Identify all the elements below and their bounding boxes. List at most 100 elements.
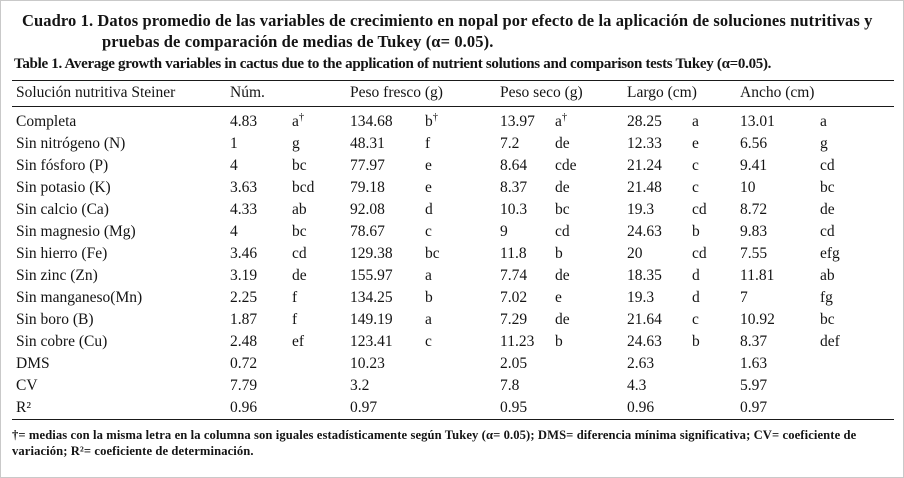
row-label: Sin potasio (K) (16, 179, 111, 197)
cell-tukey-letter (818, 375, 894, 397)
row-label: Sin fósforo (P) (16, 157, 109, 175)
table-row: DMS 0.72 10.23 2.05 2.63 1.63 (12, 353, 894, 375)
cell-tukey-letter (553, 375, 625, 397)
cell-tukey-letter: e (425, 179, 432, 197)
cell-value: 0.95 (500, 398, 528, 416)
cell-tukey-letter (690, 397, 738, 419)
cell-tukey-letter: de (292, 267, 307, 285)
cell-value: 3.2 (350, 376, 370, 394)
cell-tukey-letter: fg (820, 289, 833, 307)
row-label: Sin calcio (Ca) (16, 201, 109, 219)
cell-value: 3.46 (230, 245, 258, 263)
row-label: Sin hierro (Fe) (16, 245, 108, 263)
cell-tukey-letter: cd (692, 201, 707, 219)
cell-value: 134.68 (350, 113, 393, 131)
column-header-ancho: Ancho (cm) (740, 84, 815, 101)
cell-value: 92.08 (350, 201, 385, 219)
cell-tukey-letter: efg (820, 245, 840, 263)
cell-tukey-letter: ef (292, 333, 305, 351)
cell-tukey-letter: de (555, 267, 570, 285)
cell-value: 1.87 (230, 311, 258, 329)
cell-value: 123.41 (350, 333, 393, 351)
cell-tukey-letter: a (692, 113, 699, 131)
cell-value: 20 (627, 245, 643, 263)
cell-value: 21.64 (627, 311, 662, 329)
cell-value: 7.79 (230, 376, 258, 394)
cell-tukey-letter: cd (820, 157, 835, 175)
table-header-row: Solución nutritiva Steiner Núm. Peso fre… (12, 80, 895, 107)
cell-tukey-letter (690, 353, 738, 375)
row-label: Sin cobre (Cu) (16, 333, 108, 351)
cell-value: 0.72 (230, 355, 258, 372)
cell-tukey-letter (818, 397, 894, 419)
cell-tukey-letter: d (692, 267, 700, 285)
cell-tukey-letter: f (292, 311, 298, 329)
cell-value: 7.29 (500, 311, 528, 329)
cell-value: 7.2 (500, 135, 520, 153)
row-label: Sin boro (B) (16, 311, 94, 329)
cell-tukey-letter: g (292, 135, 300, 153)
cell-value: 8.64 (500, 157, 528, 175)
table-footnote: †= medias con la misma letra en la colum… (12, 427, 857, 459)
cell-tukey-letter: c (692, 179, 699, 197)
cell-tukey-letter: a† (292, 112, 305, 131)
cell-tukey-letter: a† (555, 112, 568, 131)
cell-value: 19.3 (627, 289, 655, 307)
cell-tukey-letter: cd (692, 245, 707, 263)
cell-value: 7.55 (740, 245, 768, 263)
cell-value: 78.67 (350, 223, 385, 241)
cell-tukey-letter: bc (292, 223, 307, 241)
cell-value: 10 (740, 179, 756, 197)
cell-tukey-letter: f (292, 289, 298, 307)
cell-value: 21.48 (627, 179, 662, 197)
cell-value: 9.83 (740, 223, 768, 241)
cell-value: 0.97 (350, 398, 378, 416)
table-row: CV 7.79 3.2 7.8 4.3 5.97 (12, 375, 894, 397)
cell-value: 9 (500, 223, 508, 241)
table-row: Sin magnesio (Mg) 4 bc 78.67 c 9 cd 24.63 b 9.83 c… (12, 221, 894, 243)
results-table: Solución nutritiva Steiner Núm. Peso fre… (12, 80, 895, 420)
cell-value: 7 (740, 289, 748, 307)
cell-value: 2.48 (230, 333, 258, 351)
table-row: Completa 4.83 a† 134.68 b† 13.97 a† 28.25 a 13.01… (12, 107, 894, 134)
cell-value: 155.97 (350, 267, 393, 285)
cell-value: 7.8 (500, 376, 520, 394)
cell-value: 8.37 (740, 333, 768, 351)
cell-value: 2.63 (627, 355, 655, 372)
cell-value: 0.97 (740, 398, 768, 416)
cell-value: 4.3 (627, 376, 647, 394)
cell-tukey-letter: e (425, 157, 432, 175)
column-header-largo: Largo (cm) (627, 84, 697, 101)
row-label: Sin manganeso(Mn) (16, 289, 143, 307)
dagger-superscript: † (298, 112, 305, 124)
cell-tukey-letter: bc (292, 157, 307, 175)
cell-value: 7.02 (500, 289, 528, 307)
cell-tukey-letter: de (555, 179, 570, 197)
cell-tukey-letter: ab (292, 201, 307, 219)
cell-value: 11.81 (740, 267, 775, 285)
cell-value: 1 (230, 135, 238, 153)
cell-tukey-letter (290, 397, 348, 419)
cell-tukey-letter: b (555, 245, 563, 263)
cell-value: 5.97 (740, 376, 768, 394)
cell-tukey-letter: bc (820, 179, 835, 197)
cell-tukey-letter: bc (425, 245, 440, 263)
cell-value: 11.23 (500, 333, 535, 351)
cell-tukey-letter (818, 353, 894, 375)
cell-tukey-letter (553, 353, 625, 375)
cell-tukey-letter: c (425, 333, 432, 351)
cell-tukey-letter: c (692, 157, 699, 175)
cell-tukey-letter (423, 353, 498, 375)
row-label: Sin zinc (Zn) (16, 267, 98, 285)
cell-tukey-letter: a (425, 311, 432, 329)
cell-value: 0.96 (230, 398, 258, 416)
cell-tukey-letter: de (555, 135, 570, 153)
table-row: Sin fósforo (P) 4 bc 77.97 e 8.64 cde 21.24 c 9.4… (12, 155, 894, 177)
dagger-superscript: † (561, 112, 568, 124)
table-row: Sin potasio (K) 3.63 bcd 79.18 e 8.37 de 21.48 c… (12, 177, 894, 199)
cell-tukey-letter: c (425, 223, 432, 241)
cell-value: 79.18 (350, 179, 385, 197)
cell-tukey-letter (690, 375, 738, 397)
cell-tukey-letter: cde (555, 157, 577, 175)
